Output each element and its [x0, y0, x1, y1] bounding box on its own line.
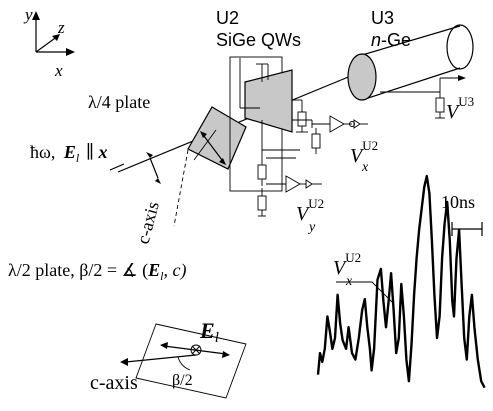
inset-caxis-label: c-axis [90, 372, 138, 394]
inset-e: E [199, 318, 215, 343]
field-vector: E [63, 142, 76, 162]
hwp-label: λ/2 plate, β/2 = ∡ (El, c) [8, 260, 187, 283]
vy-sup: U2 [308, 196, 324, 211]
hwp-label-l: l [160, 269, 164, 283]
qwp-label: λ/4 plate [88, 92, 150, 112]
vx-sup: U2 [362, 138, 378, 153]
u3-detector: U3 n-Ge [347, 8, 474, 119]
half-wave-plate-inset: El c-axis β/2 [90, 318, 247, 399]
beam-axis: x [98, 142, 108, 162]
hwp-label-e: E [147, 260, 160, 280]
vu3-main: V [446, 101, 461, 123]
output-vu3-label: VU3 [446, 94, 474, 123]
output-vx-label: VU2 [350, 138, 378, 167]
time-scale-bar [451, 222, 483, 236]
u2-desc: SiGe QWs [216, 30, 301, 50]
inset-beta-label: β/2 [172, 372, 193, 389]
vu3-sup: U3 [458, 94, 474, 109]
u2-name: U2 [216, 8, 239, 28]
output-vx-sub: x [361, 160, 369, 175]
signal-trace-group: VU2 x 10ns [316, 174, 486, 389]
signal-sub: x [345, 274, 353, 289]
hwp-label-b: , c) [164, 260, 187, 281]
axis-y-label: y [23, 5, 33, 24]
signal-main: V [333, 257, 348, 279]
vx-main: V [350, 145, 365, 167]
hwp-label-a: λ/2 plate, β/2 = ∡ ( [8, 260, 148, 281]
axis-x-label: x [54, 61, 63, 80]
time-scale-label: 10ns [441, 192, 475, 212]
coordinate-axes: y z x [23, 5, 75, 80]
qwp-caxis-label: c-axis [133, 199, 163, 246]
signal-trace [316, 174, 486, 389]
output-vy-sub: y [307, 220, 316, 235]
u3-desc: n-Ge [371, 30, 411, 50]
u3-name: U3 [371, 8, 394, 28]
u3-desc-suffix: -Ge [381, 30, 411, 50]
parallel-symbol: ∥ [86, 142, 94, 162]
output-vy-label: VU2 [296, 196, 324, 225]
inset-e-label: El [199, 318, 219, 346]
field-subscript: l [76, 151, 80, 165]
signal-label: VU2 [333, 250, 361, 279]
u2-detector: U2 SiGe QWs [216, 8, 368, 217]
beam-label: ħω, El ∥ x [30, 142, 108, 166]
inset-l: l [215, 330, 219, 346]
u3-desc-prefix: n [371, 30, 381, 50]
signal-sup: U2 [345, 250, 361, 265]
vy-main: V [296, 203, 311, 225]
axis-z-label: z [57, 18, 65, 37]
photon-energy: ħω, [30, 142, 55, 162]
inset-caxis: c-axis [90, 372, 138, 394]
